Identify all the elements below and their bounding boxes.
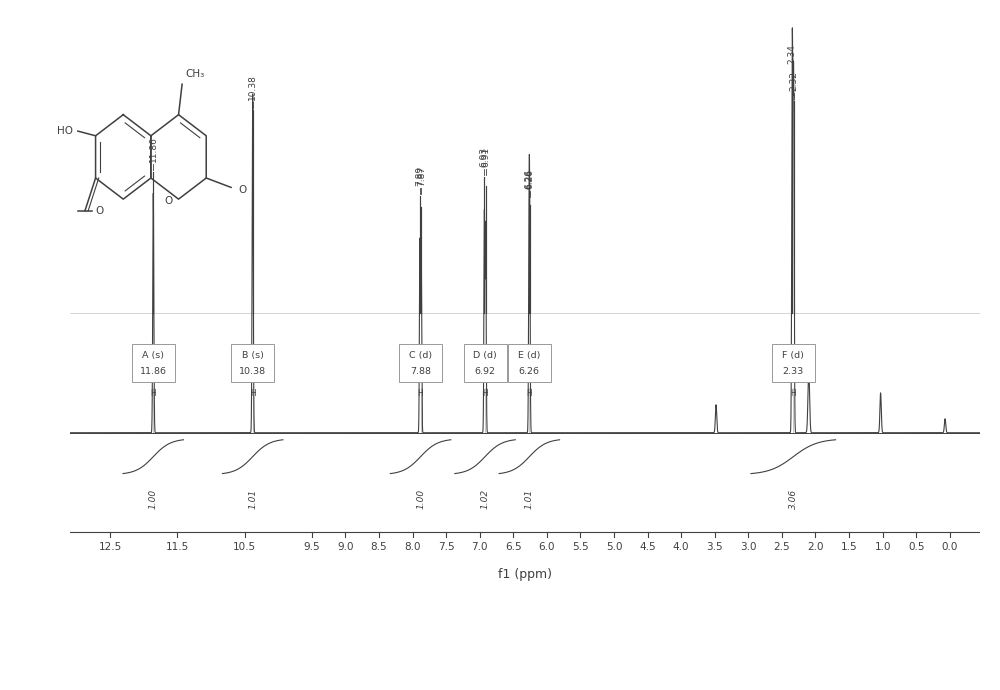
Text: E (d): E (d) [518, 351, 541, 359]
Text: 7.87: 7.87 [417, 166, 426, 186]
Text: 4.5: 4.5 [639, 542, 656, 553]
Text: 3.0: 3.0 [740, 542, 757, 553]
Text: 1.00: 1.00 [149, 489, 158, 509]
Text: H: H [150, 389, 156, 398]
FancyBboxPatch shape [231, 344, 274, 382]
Text: 6.5: 6.5 [505, 542, 522, 553]
Text: 2.34: 2.34 [788, 44, 797, 64]
Text: 9.0: 9.0 [337, 542, 354, 553]
Text: 0.5: 0.5 [908, 542, 924, 553]
Text: 3.5: 3.5 [706, 542, 723, 553]
Text: 8.0: 8.0 [404, 542, 421, 553]
FancyBboxPatch shape [399, 344, 442, 382]
Text: H: H [418, 389, 423, 398]
Text: 6.93: 6.93 [480, 147, 489, 168]
Text: A (s): A (s) [142, 351, 164, 359]
Text: H: H [482, 389, 488, 398]
Text: 7.0: 7.0 [471, 542, 488, 553]
FancyBboxPatch shape [464, 344, 507, 382]
FancyBboxPatch shape [132, 344, 175, 382]
Text: 7.88: 7.88 [410, 367, 431, 376]
Text: B (s): B (s) [242, 351, 264, 359]
Text: 6.0: 6.0 [539, 542, 555, 553]
Text: 1.5: 1.5 [841, 542, 857, 553]
Text: 1.01: 1.01 [248, 489, 257, 509]
Text: 8.5: 8.5 [371, 542, 387, 553]
Text: C (d): C (d) [409, 351, 432, 359]
Text: 11.86: 11.86 [149, 136, 158, 162]
Text: 6.91: 6.91 [481, 147, 490, 168]
Text: 10.38: 10.38 [248, 74, 257, 99]
Text: 10.5: 10.5 [233, 542, 256, 553]
FancyBboxPatch shape [508, 344, 551, 382]
Text: 12.5: 12.5 [99, 542, 122, 553]
Text: 7.5: 7.5 [438, 542, 454, 553]
Text: 6.26: 6.26 [525, 169, 534, 189]
Text: 1.02: 1.02 [481, 489, 490, 509]
Text: 2.32: 2.32 [789, 72, 798, 92]
Text: 11.86: 11.86 [140, 367, 167, 376]
Text: 9.5: 9.5 [303, 542, 320, 553]
Text: 3.06: 3.06 [789, 489, 798, 509]
Text: H: H [790, 389, 796, 398]
Text: 2.0: 2.0 [807, 542, 824, 553]
Text: 1.00: 1.00 [416, 489, 425, 509]
Text: 4.0: 4.0 [673, 542, 689, 553]
Text: H: H [526, 389, 532, 398]
Text: 0.0: 0.0 [942, 542, 958, 553]
Text: 11.5: 11.5 [166, 542, 189, 553]
Text: 6.26: 6.26 [519, 367, 540, 376]
Text: 5.5: 5.5 [572, 542, 589, 553]
Text: 7.89: 7.89 [415, 166, 424, 186]
Text: 2.5: 2.5 [774, 542, 790, 553]
Text: D (d): D (d) [473, 351, 497, 359]
Text: 1.01: 1.01 [525, 489, 534, 509]
FancyBboxPatch shape [772, 344, 815, 382]
Text: 1.0: 1.0 [874, 542, 891, 553]
Text: 5.0: 5.0 [606, 542, 622, 553]
Text: 10.38: 10.38 [239, 367, 266, 376]
Text: H: H [250, 389, 256, 398]
Text: 6.26: 6.26 [525, 169, 534, 189]
Text: F (d): F (d) [782, 351, 804, 359]
Text: f1 (ppm): f1 (ppm) [498, 569, 552, 582]
Text: 2.33: 2.33 [783, 367, 804, 376]
Text: 6.92: 6.92 [475, 367, 496, 376]
